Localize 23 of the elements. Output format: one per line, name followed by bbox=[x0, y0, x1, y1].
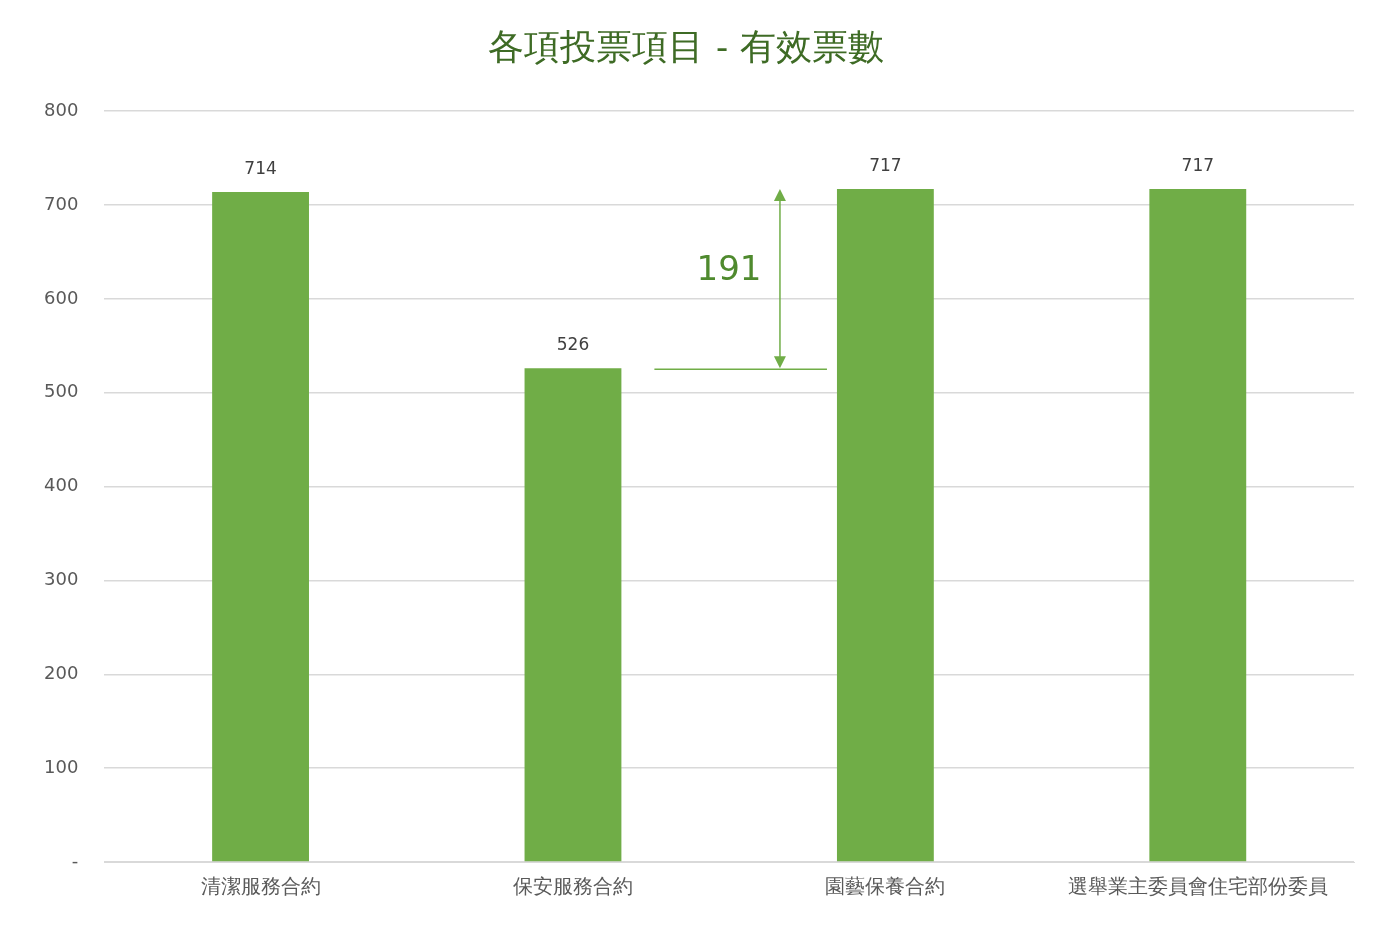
y-tick-label: - bbox=[71, 849, 79, 871]
y-tick-label: 700 bbox=[44, 192, 79, 214]
data-label: 717 bbox=[869, 155, 902, 176]
y-tick-label: 400 bbox=[44, 474, 79, 496]
x-tick-label: 清潔服務合約 bbox=[200, 874, 321, 899]
data-label: 717 bbox=[1181, 155, 1215, 176]
y-tick-label: 100 bbox=[44, 755, 79, 777]
bar bbox=[212, 191, 309, 862]
bar bbox=[1149, 189, 1247, 862]
x-tick-label: 選舉業主委員會住宅部份委員 bbox=[1067, 874, 1328, 899]
data-label: 526 bbox=[556, 334, 590, 355]
x-tick-label: 保安服務合約 bbox=[512, 874, 633, 899]
y-tick-label: 500 bbox=[44, 380, 79, 402]
y-tick-label: 800 bbox=[44, 98, 79, 120]
data-label: 714 bbox=[244, 157, 277, 178]
y-tick-label: 300 bbox=[44, 568, 79, 590]
y-tick-label: 200 bbox=[44, 661, 79, 683]
bar bbox=[524, 368, 622, 862]
chart-title: 各項投票項目 - 有效票數 bbox=[488, 25, 884, 67]
annotation: 191 bbox=[696, 247, 762, 288]
y-tick-label: 600 bbox=[44, 286, 79, 308]
bar bbox=[836, 189, 934, 862]
x-tick-label: 園藝保養合約 bbox=[825, 874, 946, 899]
